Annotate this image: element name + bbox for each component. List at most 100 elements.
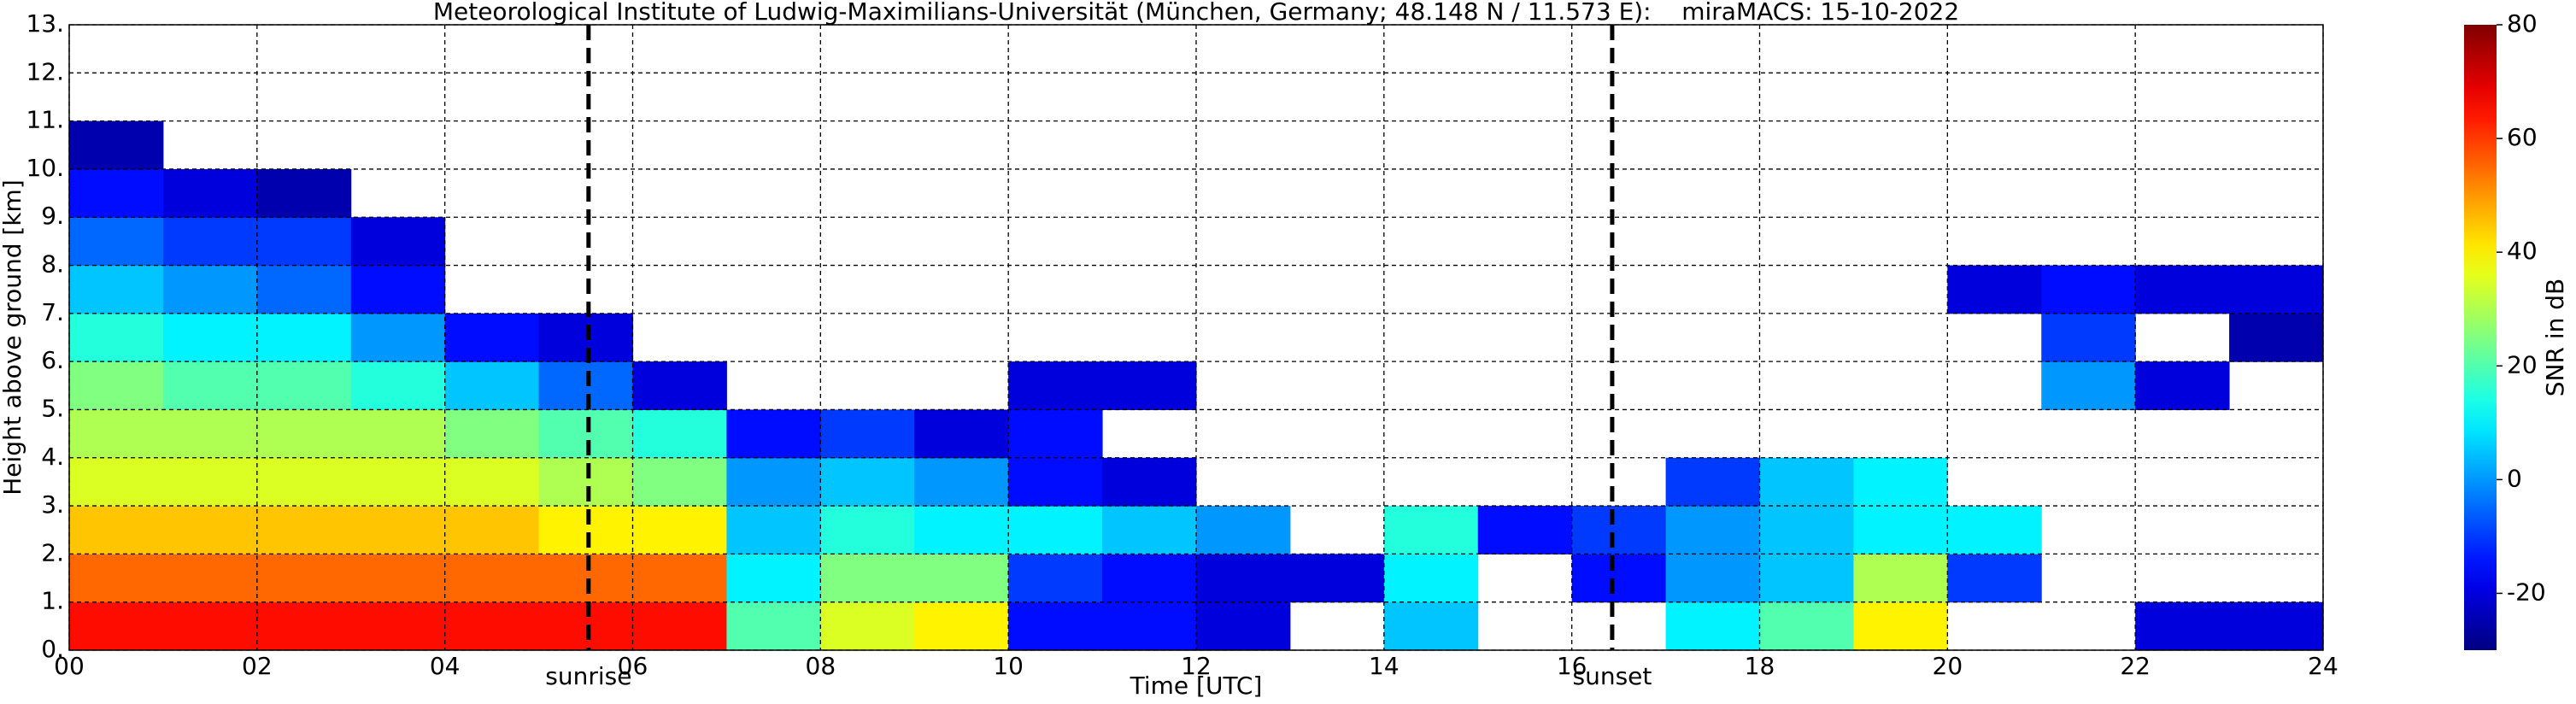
- heatmap-cell: [162, 217, 258, 267]
- heatmap-cell: [1759, 601, 1854, 651]
- heatmap-cell: [256, 457, 352, 507]
- heatmap-cell: [1571, 506, 1667, 554]
- y-tick-label: 2.: [41, 538, 64, 566]
- heatmap-cell: [820, 601, 915, 651]
- heatmap-cell: [162, 457, 258, 507]
- annotation-label: sunset: [1572, 662, 1652, 690]
- heatmap-cell: [538, 506, 633, 554]
- y-tick-label: 6.: [41, 346, 64, 374]
- heatmap-cell: [1853, 506, 1948, 554]
- heatmap-cell: [1102, 457, 1197, 507]
- heatmap-cell: [1102, 554, 1197, 603]
- x-tick-label: 00: [54, 652, 85, 680]
- heatmap-cell: [1947, 265, 2042, 314]
- heatmap-cell: [1383, 554, 1479, 603]
- heatmap-cell: [1102, 601, 1197, 651]
- heatmap-cell: [914, 457, 1009, 507]
- heatmap-cell: [69, 168, 164, 218]
- y-tick-label: 8.: [41, 250, 64, 279]
- heatmap-cell: [1665, 554, 1760, 603]
- heatmap-cell: [538, 601, 633, 651]
- heatmap-cell: [444, 601, 540, 651]
- heatmap-cell: [538, 554, 633, 603]
- heatmap-cell: [1102, 361, 1197, 410]
- x-tick-label: 08: [806, 652, 836, 680]
- heatmap-cell: [256, 265, 352, 314]
- colorbar-tick-label: 20: [2507, 350, 2538, 378]
- heatmap-cell: [162, 506, 258, 554]
- heatmap-cell: [69, 554, 164, 603]
- x-tick-label: 14: [1369, 652, 1399, 680]
- heatmap-cell: [1853, 601, 1948, 651]
- heatmap-cell: [1008, 506, 1103, 554]
- heatmap-cell: [1665, 506, 1760, 554]
- heatmap-cell: [914, 554, 1009, 603]
- heatmap-cell: [350, 457, 446, 507]
- heatmap-cell: [256, 409, 352, 459]
- heatmap-cell: [162, 265, 258, 314]
- y-tick-label: 10.: [26, 154, 64, 182]
- y-tick-label: 11.: [26, 106, 64, 134]
- heatmap-cell: [2041, 265, 2136, 314]
- heatmap-cell: [444, 554, 540, 603]
- heatmap-cell: [350, 554, 446, 603]
- heatmap-cell: [1665, 601, 1760, 651]
- heatmap-cell: [632, 361, 727, 410]
- heatmap-cell: [69, 601, 164, 651]
- heatmap-cell: [69, 217, 164, 267]
- x-tick-label: 24: [2308, 652, 2338, 680]
- heatmap-cell: [350, 265, 446, 314]
- heatmap-cell: [2229, 313, 2324, 362]
- heatmap-cell: [2135, 601, 2230, 651]
- heatmap-cell: [726, 554, 821, 603]
- heatmap-cell: [2135, 361, 2230, 410]
- heatmap-cell: [444, 409, 540, 459]
- heatmap-cell: [1008, 554, 1103, 603]
- heatmap-cell: [444, 313, 540, 362]
- heatmap-cell: [1947, 506, 2042, 554]
- y-axis-label: Height above ground [km]: [0, 179, 26, 496]
- heatmap-cell: [162, 601, 258, 651]
- colorbar-label: SNR in dB: [2541, 279, 2569, 396]
- heatmap-cell: [1008, 361, 1103, 410]
- heatmap-cell: [69, 361, 164, 410]
- heatmap-cell: [256, 506, 352, 554]
- plot-frame: [68, 24, 2324, 651]
- heatmap-cell: [2229, 601, 2324, 651]
- heatmap-cell: [69, 409, 164, 459]
- heatmap-cell: [256, 313, 352, 362]
- heatmap-cell: [256, 601, 352, 651]
- x-tick-label: 22: [2120, 652, 2151, 680]
- heatmap-cell: [69, 457, 164, 507]
- heatmap-cell: [1759, 554, 1854, 603]
- heatmap-cell: [538, 313, 633, 362]
- heatmap-cell: [632, 409, 727, 459]
- heatmap-cell: [820, 506, 915, 554]
- heatmap-cell: [2041, 313, 2136, 362]
- heatmap-cell: [1477, 506, 1573, 554]
- heatmap-cell: [1008, 457, 1103, 507]
- heatmap-cell: [1289, 554, 1385, 603]
- heatmap-cell: [350, 409, 446, 459]
- x-tick-label: 18: [1745, 652, 1775, 680]
- y-tick-label: 1.: [41, 587, 64, 615]
- heatmap-cell: [1853, 554, 1948, 603]
- heatmap-cell: [162, 409, 258, 459]
- heatmap-cell: [1383, 601, 1479, 651]
- heatmap-cell: [1196, 601, 1291, 651]
- y-tick-label: 13.: [26, 9, 64, 38]
- heatmap-cell: [726, 601, 821, 651]
- colorbar-tick-label: 80: [2507, 9, 2538, 38]
- heatmap-cell: [2041, 361, 2136, 410]
- x-tick-label: 02: [242, 652, 273, 680]
- heatmap-cell: [2135, 265, 2230, 314]
- heatmap-cell: [914, 506, 1009, 554]
- heatmap-cell: [2229, 265, 2324, 314]
- y-tick-label: 5.: [41, 394, 64, 422]
- heatmap-cell: [1008, 409, 1103, 459]
- heatmap-cell: [350, 601, 446, 651]
- heatmap-cell: [538, 409, 633, 459]
- heatmap-cell: [726, 409, 821, 459]
- heatmap-cell: [350, 506, 446, 554]
